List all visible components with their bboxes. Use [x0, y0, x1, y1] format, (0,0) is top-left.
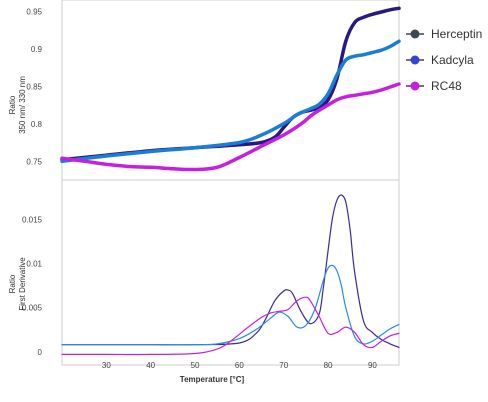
top-series-line-rc48	[60, 82, 401, 172]
bottom-y-tick-label: 0.015	[22, 216, 43, 225]
bottom-ylabel-line-1: Ratio	[8, 274, 17, 293]
top-y-tick-label: 0.8	[31, 120, 43, 129]
top-series-line-herceptin	[60, 6, 401, 162]
top-y-tick-label: 0.75	[26, 157, 42, 166]
x-axis-label: Temperature [°C]	[180, 375, 245, 384]
top-series-line-kadcyla	[60, 39, 401, 163]
x-tick-label: 70	[279, 361, 288, 370]
x-tick-label: 60	[235, 361, 244, 370]
bottom-y-tick-label: 0.005	[22, 304, 43, 313]
bottom-y-tick-label: 0	[38, 348, 43, 357]
legend-item-herceptin: Herceptin	[406, 27, 482, 41]
legend: Herceptin Kadcyla RC48	[406, 27, 482, 93]
x-tick-label: 80	[324, 361, 333, 370]
bottom-ylabel-line-2: First Derivative	[18, 257, 27, 311]
top-y-tick-label: 0.9	[31, 45, 43, 54]
bottom-series-lines	[61, 194, 400, 356]
x-tick-label: 50	[191, 361, 200, 370]
legend-item-kadcyla: Kadcyla	[406, 53, 474, 67]
legend-item-rc48: RC48	[406, 79, 462, 93]
bottom-x-tick-labels: 30 40 50 60 70 80 90	[102, 361, 378, 370]
bottom-series-line-rc48	[61, 296, 400, 356]
bottom-series-line-kadcyla	[61, 264, 400, 346]
top-y-tick-labels: 0.75 0.8 0.85 0.9 0.95	[26, 7, 42, 166]
legend-label-rc48: RC48	[431, 79, 462, 93]
bottom-y-tick-labels: 0 0.005 0.01 0.015	[22, 216, 43, 357]
x-tick-label: 40	[146, 361, 155, 370]
legend-label-herceptin: Herceptin	[431, 27, 482, 41]
x-tick-label: 90	[368, 361, 377, 370]
legend-marker-kadcyla	[410, 55, 420, 65]
top-y-tick-label: 0.95	[26, 7, 42, 16]
legend-marker-herceptin	[410, 29, 420, 39]
top-y-tick-label: 0.85	[26, 82, 42, 91]
bottom-panel: 0 0.005 0.01 0.015 30 40 50 60 70 80 90 Ratio Fir…	[8, 179, 400, 384]
bottom-panel-frame	[61, 179, 400, 366]
top-ylabel-line-1: Ratio	[8, 95, 17, 114]
bottom-y-tick-label: 0.01	[26, 260, 42, 269]
top-ylabel-line-2: 350 nm/ 330 nm	[18, 76, 27, 134]
legend-marker-rc48	[410, 81, 420, 91]
top-series-lines	[60, 6, 401, 172]
legend-label-kadcyla: Kadcyla	[431, 53, 474, 67]
bottom-series-line-herceptin	[61, 194, 400, 348]
x-tick-label: 30	[102, 361, 111, 370]
top-panel: 0.75 0.8 0.85 0.9 0.95 Ratio 350 nm/ 330 nm	[8, 0, 401, 181]
